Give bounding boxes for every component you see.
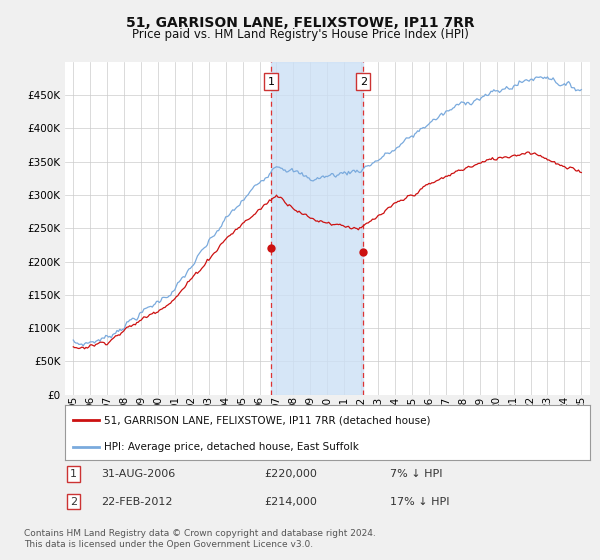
Text: 7% ↓ HPI: 7% ↓ HPI: [391, 469, 443, 479]
Text: 22-FEB-2012: 22-FEB-2012: [101, 497, 173, 507]
Text: 51, GARRISON LANE, FELIXSTOWE, IP11 7RR: 51, GARRISON LANE, FELIXSTOWE, IP11 7RR: [125, 16, 475, 30]
Text: £220,000: £220,000: [265, 469, 317, 479]
Text: 1: 1: [268, 77, 274, 87]
Text: 2: 2: [70, 497, 77, 507]
Text: 17% ↓ HPI: 17% ↓ HPI: [391, 497, 450, 507]
Text: 1: 1: [70, 469, 77, 479]
Text: HPI: Average price, detached house, East Suffolk: HPI: Average price, detached house, East…: [104, 442, 359, 451]
Text: 2: 2: [359, 77, 367, 87]
Text: £214,000: £214,000: [265, 497, 317, 507]
Text: 31-AUG-2006: 31-AUG-2006: [101, 469, 176, 479]
Text: 51, GARRISON LANE, FELIXSTOWE, IP11 7RR (detached house): 51, GARRISON LANE, FELIXSTOWE, IP11 7RR …: [104, 416, 431, 425]
Text: Contains HM Land Registry data © Crown copyright and database right 2024.
This d: Contains HM Land Registry data © Crown c…: [24, 529, 376, 549]
Text: Price paid vs. HM Land Registry's House Price Index (HPI): Price paid vs. HM Land Registry's House …: [131, 28, 469, 41]
Bar: [271, 62, 363, 395]
